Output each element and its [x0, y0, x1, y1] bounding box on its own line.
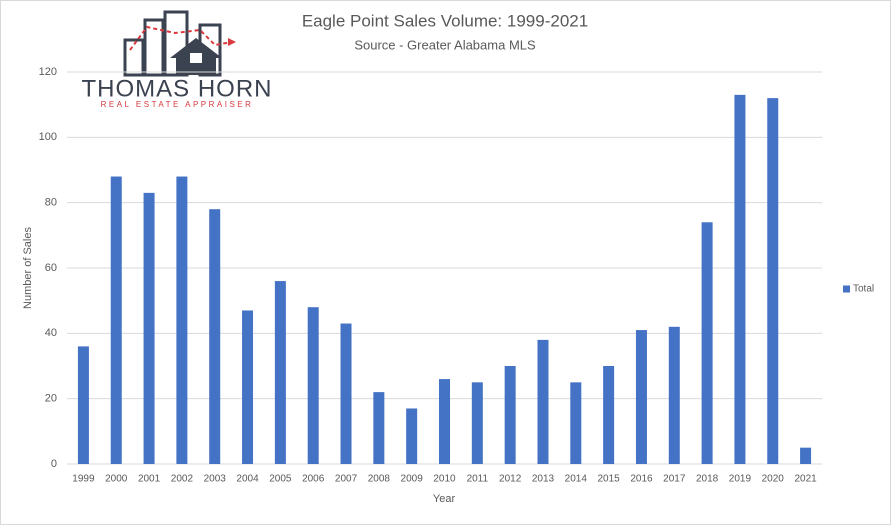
x-tick-label: 2001: [138, 474, 161, 485]
x-tick-label: 2014: [565, 474, 588, 485]
bar: [570, 382, 582, 464]
x-tick-label: 1999: [72, 474, 95, 485]
bar: [767, 98, 779, 464]
y-tick-label: 0: [51, 458, 57, 470]
bar: [701, 222, 713, 464]
x-tick-label: 2005: [269, 474, 292, 485]
bar: [439, 379, 450, 464]
logo: THOMAS HORN REAL ESTATE APPRAISER: [82, 10, 273, 109]
bar: [209, 209, 221, 464]
y-tick-label: 100: [39, 131, 57, 143]
x-tick-label: 2004: [236, 474, 259, 485]
x-tick-label: 2017: [663, 474, 686, 485]
bar: [471, 382, 483, 464]
legend-label: Total: [853, 284, 874, 295]
bar: [603, 366, 615, 464]
bar: [504, 366, 516, 464]
x-tick-label: 2009: [401, 474, 424, 485]
logo-tagline: REAL ESTATE APPRAISER: [101, 100, 254, 109]
y-tick-label: 120: [39, 66, 57, 78]
chart-subtitle: Source - Greater Alabama MLS: [354, 37, 536, 52]
x-tick-label: 2000: [105, 474, 128, 485]
y-tick-label: 80: [45, 197, 57, 209]
bar: [143, 192, 155, 464]
bar: [242, 310, 254, 464]
logo-name: THOMAS HORN: [82, 75, 273, 102]
bar: [668, 326, 680, 464]
x-axis-label: Year: [433, 493, 456, 505]
bar: [373, 392, 385, 464]
legend-swatch: [843, 285, 850, 293]
bar: [635, 330, 647, 464]
x-tick-label: 2006: [302, 474, 325, 485]
x-tick-label: 2020: [762, 474, 785, 485]
x-tick-label: 2011: [467, 474, 489, 485]
bar: [274, 281, 286, 464]
bar: [77, 346, 89, 464]
x-tick-label: 2012: [499, 474, 522, 485]
x-tick-label: 2015: [598, 474, 621, 485]
x-tick-label: 2003: [204, 474, 227, 485]
x-tick-label: 2007: [335, 474, 358, 485]
y-tick-label: 40: [45, 327, 57, 339]
bar: [176, 176, 188, 465]
x-tick-label: 2021: [794, 474, 817, 485]
chart-title: Eagle Point Sales Volume: 1999-2021: [302, 11, 588, 30]
x-tick-label: 2013: [532, 474, 555, 485]
x-tick-label: 2002: [171, 474, 194, 485]
y-tick-label: 60: [45, 262, 57, 274]
x-tick-label: 2016: [630, 474, 653, 485]
y-tick-label: 20: [45, 393, 57, 405]
bar: [537, 339, 549, 464]
bar: [734, 94, 746, 464]
y-axis-label: Number of Sales: [22, 227, 34, 309]
x-tick-label: 2019: [729, 474, 752, 485]
bar: [340, 323, 352, 464]
bar: [307, 307, 319, 464]
bar: [800, 447, 812, 464]
x-tick-label: 2008: [368, 474, 391, 485]
x-tick-label: 2010: [433, 474, 456, 485]
bar: [110, 176, 122, 465]
bar: [406, 408, 418, 464]
x-tick-label: 2018: [696, 474, 719, 485]
